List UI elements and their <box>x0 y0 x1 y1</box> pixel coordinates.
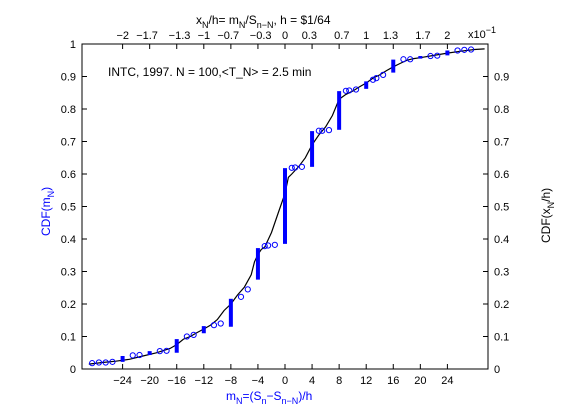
bottom-tick-label: 8 <box>336 375 342 387</box>
cdf-circle-marker <box>156 348 163 355</box>
top-axis-title: xN/h= mN/Sn−N, h = $1/64 <box>196 13 331 30</box>
cdf-circle-marker <box>136 351 143 359</box>
left-tick-label: 0.1 <box>61 332 76 344</box>
right-tick-label: 0.9 <box>494 72 509 84</box>
right-tick-label: 0.8 <box>494 104 509 116</box>
bottom-tick-label: 20 <box>414 375 426 387</box>
bottom-tick-label: −8 <box>225 375 238 387</box>
left-tick-label: 0.2 <box>61 299 76 311</box>
top-tick-label: 1.7 <box>415 30 430 42</box>
cdf-circle-marker <box>467 46 475 53</box>
top-tick-label: −0.7 <box>217 30 239 42</box>
top-tick-label: 0 <box>282 30 288 42</box>
cdf-circle-marker <box>102 359 109 366</box>
right-tick-label: 0.5 <box>494 202 509 214</box>
top-tick-label: 0.7 <box>334 30 349 42</box>
cdf-circle-marker <box>407 56 414 63</box>
top-tick-label: 1.3 <box>383 30 398 42</box>
left-tick-label: 0.9 <box>61 72 76 84</box>
left-axis-title: CDF(mN) <box>39 187 56 236</box>
cdf-circle-marker <box>288 164 295 171</box>
cdf-circle-marker <box>271 241 278 248</box>
bottom-tick-label: −12 <box>194 375 213 387</box>
bottom-tick-label: −4 <box>252 375 265 387</box>
left-tick-label: 0.3 <box>61 267 76 279</box>
right-tick-label: 0.7 <box>494 137 509 149</box>
top-tick-label: −1.3 <box>169 30 191 42</box>
right-tick-label: 0.1 <box>494 332 509 344</box>
cdf-circle-marker <box>461 46 468 53</box>
bottom-tick-label: 24 <box>441 375 453 387</box>
cdf-circle-marker <box>163 347 170 354</box>
cdf-circle-marker <box>352 86 360 93</box>
cdf-circle-marker <box>89 360 96 367</box>
cdf-circle-marker <box>342 87 349 94</box>
chart-annotation: INTC, 1997. N = 100,<T_N> = 2.5 min <box>108 65 311 79</box>
cdf-circle-marker <box>315 127 322 134</box>
right-tick-label: 0.6 <box>494 169 509 181</box>
cdf-circle-marker <box>325 127 333 134</box>
top-tick-label: 0.3 <box>302 30 317 42</box>
bottom-tick-label: −24 <box>113 375 132 387</box>
cdf-circle-marker <box>454 47 461 54</box>
cdf-circle-marker <box>427 52 434 60</box>
cdf-circle-marker <box>292 164 299 171</box>
cdf-circle-marker <box>434 52 441 59</box>
bottom-tick-label: −16 <box>167 375 186 387</box>
right-tick-label: 0.2 <box>494 299 509 311</box>
cdf-circle-marker <box>298 163 306 170</box>
left-tick-label: 0 <box>70 364 76 376</box>
top-tick-label: 2 <box>444 30 450 42</box>
bottom-tick-label: 4 <box>309 375 315 387</box>
top-tick-label: −1.7 <box>136 30 158 42</box>
cdf-circle-marker <box>373 75 380 82</box>
cdf-circle-marker <box>183 333 190 340</box>
bottom-tick-label: 12 <box>360 375 372 387</box>
cdf-circle-marker <box>264 242 272 249</box>
cdf-circle-marker <box>237 293 245 300</box>
bottom-tick-label: 16 <box>387 375 399 387</box>
right-tick-label: 0.3 <box>494 267 509 279</box>
cdf-circle-marker <box>244 286 251 293</box>
cdf-circle-marker <box>346 87 353 94</box>
left-tick-label: 0.5 <box>61 202 76 214</box>
cdf-circle-marker <box>217 320 224 327</box>
cdf-circle-marker <box>190 331 197 338</box>
right-tick-label: 0 <box>494 364 500 376</box>
cdf-circle-marker <box>109 358 116 365</box>
top-tick-label: −0.3 <box>250 30 272 42</box>
cdf-circle-marker <box>319 127 326 134</box>
top-tick-label: 1 <box>363 30 369 42</box>
left-tick-label: 0.8 <box>61 104 76 116</box>
cdf-circle-marker <box>369 76 377 83</box>
right-axis-title: CDF(xN/h) <box>539 188 556 243</box>
top-axis-exponent: x10−1 <box>468 25 496 41</box>
right-tick-label: 0.4 <box>494 234 509 246</box>
cdf-circle-marker <box>261 243 268 250</box>
bottom-axis-title: mN=(Sn−Sn−N)/h <box>226 389 312 406</box>
left-tick-label: 0.4 <box>61 234 76 246</box>
top-tick-label: −1 <box>198 30 211 42</box>
left-tick-label: 1 <box>70 39 76 51</box>
bottom-tick-label: −20 <box>140 375 159 387</box>
left-tick-label: 0.6 <box>61 169 76 181</box>
cdf-circle-marker <box>95 359 103 366</box>
cdf-circle-marker <box>400 56 407 63</box>
bottom-tick-label: 0 <box>282 375 288 387</box>
cdf-circle-marker <box>210 322 218 329</box>
top-tick-label: −2 <box>116 30 129 42</box>
cdf-circle-marker <box>380 71 387 78</box>
cdf-circle-marker <box>129 352 136 359</box>
left-tick-label: 0.7 <box>61 137 76 149</box>
